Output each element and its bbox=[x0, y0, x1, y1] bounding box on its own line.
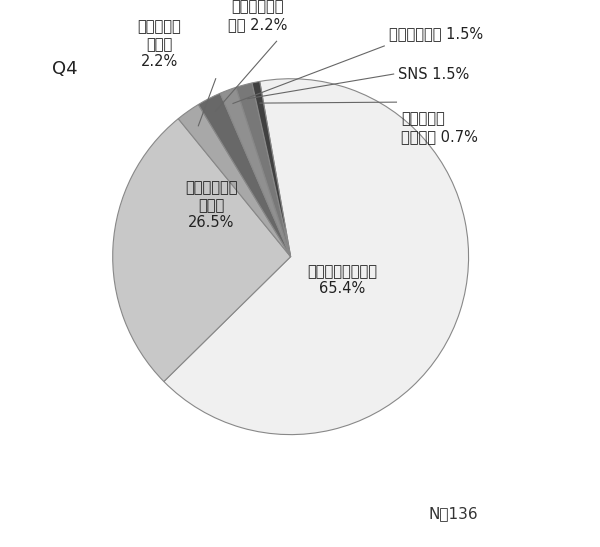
Text: ホームページ 1.5%: ホームページ 1.5% bbox=[389, 26, 483, 41]
Text: 店（売場）で
聞く 2.2%: 店（売場）で 聞く 2.2% bbox=[228, 0, 287, 32]
Wedge shape bbox=[252, 82, 290, 257]
Text: 気にしたこと
がない
26.5%: 気にしたこと がない 26.5% bbox=[185, 181, 237, 230]
Text: Q4: Q4 bbox=[52, 60, 77, 78]
Text: SNS 1.5%: SNS 1.5% bbox=[398, 67, 470, 82]
Text: 知人・友人
に聞く
2.2%: 知人・友人 に聞く 2.2% bbox=[137, 20, 181, 69]
Text: メーカーに
直接聞く 0.7%: メーカーに 直接聞く 0.7% bbox=[401, 112, 478, 144]
Wedge shape bbox=[220, 88, 290, 257]
Wedge shape bbox=[164, 79, 469, 435]
Wedge shape bbox=[236, 83, 290, 257]
Wedge shape bbox=[113, 119, 290, 381]
Wedge shape bbox=[178, 104, 290, 257]
Wedge shape bbox=[199, 94, 290, 257]
Text: N＝136: N＝136 bbox=[428, 506, 478, 521]
Text: 商品のパッケージ
65.4%: 商品のパッケージ 65.4% bbox=[307, 264, 377, 296]
